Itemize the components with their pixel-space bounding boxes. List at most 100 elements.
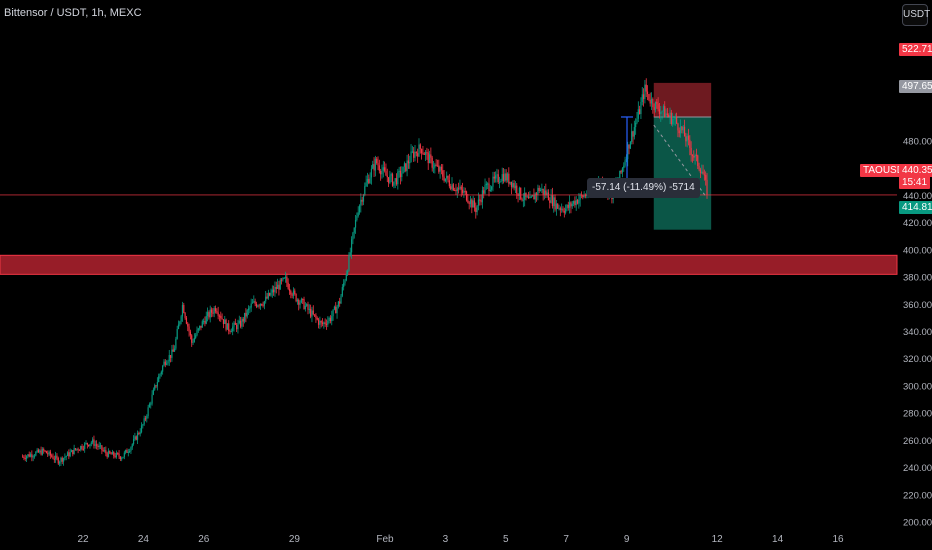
candle-body (126, 449, 128, 453)
candle-body (662, 106, 665, 112)
candle-body (505, 173, 507, 181)
candle-body (220, 315, 222, 319)
candle-body (88, 444, 90, 447)
candle-body (543, 190, 546, 195)
candle-body (565, 208, 567, 213)
candle-body (401, 173, 403, 178)
candle-body (357, 212, 359, 217)
candle-body (672, 119, 674, 125)
candle-body (566, 204, 568, 209)
candle-body (78, 449, 81, 451)
time-axis[interactable]: 22 24 26 29 Feb 3 5 7 9 12 14 16 (77, 534, 844, 545)
candle-body (471, 199, 473, 208)
candle-body (184, 312, 186, 318)
candle-body (180, 316, 182, 322)
x-tick-label: 24 (138, 534, 150, 545)
candle-body (681, 126, 683, 131)
candle-body (364, 186, 366, 195)
candle-body (188, 326, 190, 332)
x-tick-label: 3 (443, 534, 449, 545)
candle-body (555, 203, 557, 210)
candle-body (150, 403, 152, 405)
candle-body (636, 118, 638, 123)
candle-body (270, 292, 272, 296)
candle-body (514, 185, 517, 189)
candle-body (288, 288, 291, 291)
candle-body (135, 436, 137, 440)
candle-body (386, 175, 388, 178)
candle-body (649, 99, 651, 104)
candle-body (562, 208, 564, 212)
candle-body (311, 310, 313, 317)
candle-body (132, 439, 135, 445)
candle-body (261, 303, 263, 306)
candle-body (518, 187, 520, 197)
candle-body (65, 455, 67, 457)
candle-body (345, 274, 347, 281)
candle-body (414, 151, 416, 158)
candle-body (435, 164, 437, 166)
candle-body (450, 186, 452, 190)
candle-body (464, 191, 466, 193)
candle-body (230, 331, 232, 333)
candle-body (372, 164, 374, 169)
candle-body (570, 202, 572, 207)
price-axis[interactable]: 200.00 220.00 240.00 260.00 280.00 300.00 320.… (903, 137, 932, 529)
candle-body (197, 328, 199, 331)
candle-body (557, 203, 559, 209)
candle-body (574, 201, 576, 206)
candle-body (537, 187, 539, 195)
candle-body (263, 301, 265, 306)
candle-body (664, 106, 666, 118)
measure-label: -57.14 (-11.49%) -5714 (587, 178, 700, 198)
candle-body (229, 330, 231, 332)
candle-body (469, 199, 472, 204)
candle-body (27, 454, 29, 457)
candle-body (31, 454, 33, 458)
candle-body (358, 205, 361, 213)
candle-body (160, 371, 162, 374)
y-tick-label: 280.00 (903, 409, 932, 420)
candle-body (691, 155, 694, 157)
x-tick-label: 14 (772, 534, 784, 545)
candle-body (291, 294, 293, 296)
resistance-zone[interactable] (0, 254, 898, 275)
candle-body (144, 418, 147, 420)
candle-body (43, 449, 45, 451)
candle-body (203, 320, 205, 322)
candle-body (143, 418, 145, 425)
candle-body (242, 318, 244, 322)
candle-body (213, 308, 215, 314)
candle-body (195, 335, 197, 338)
candle-body (559, 208, 561, 210)
candle-body (339, 301, 341, 304)
candle-body (179, 321, 181, 325)
candle-body (325, 323, 328, 325)
candle-body (163, 361, 165, 366)
candle-body (253, 301, 255, 303)
candle-body (673, 118, 675, 120)
candle-body (209, 309, 211, 318)
candle-body (463, 191, 465, 193)
candle-body (434, 164, 436, 168)
short-position-tool[interactable] (653, 82, 712, 230)
candle-body (624, 160, 626, 166)
candle-body (458, 188, 460, 190)
candle-body (447, 175, 449, 181)
candle-body (313, 314, 316, 316)
candle-body (633, 127, 635, 137)
candle-body (443, 176, 445, 181)
candle-body (572, 201, 575, 204)
chart-overlay (0, 116, 897, 196)
candle-body (348, 254, 350, 271)
candle-body (95, 444, 98, 446)
candle-body (255, 303, 258, 307)
candle-body (341, 287, 343, 296)
candle-body (189, 331, 191, 336)
candle-body (32, 456, 34, 458)
candle-body (225, 319, 227, 330)
candle-body (541, 188, 543, 190)
candle-body (390, 174, 392, 176)
currency-button[interactable]: USDT (902, 4, 930, 26)
